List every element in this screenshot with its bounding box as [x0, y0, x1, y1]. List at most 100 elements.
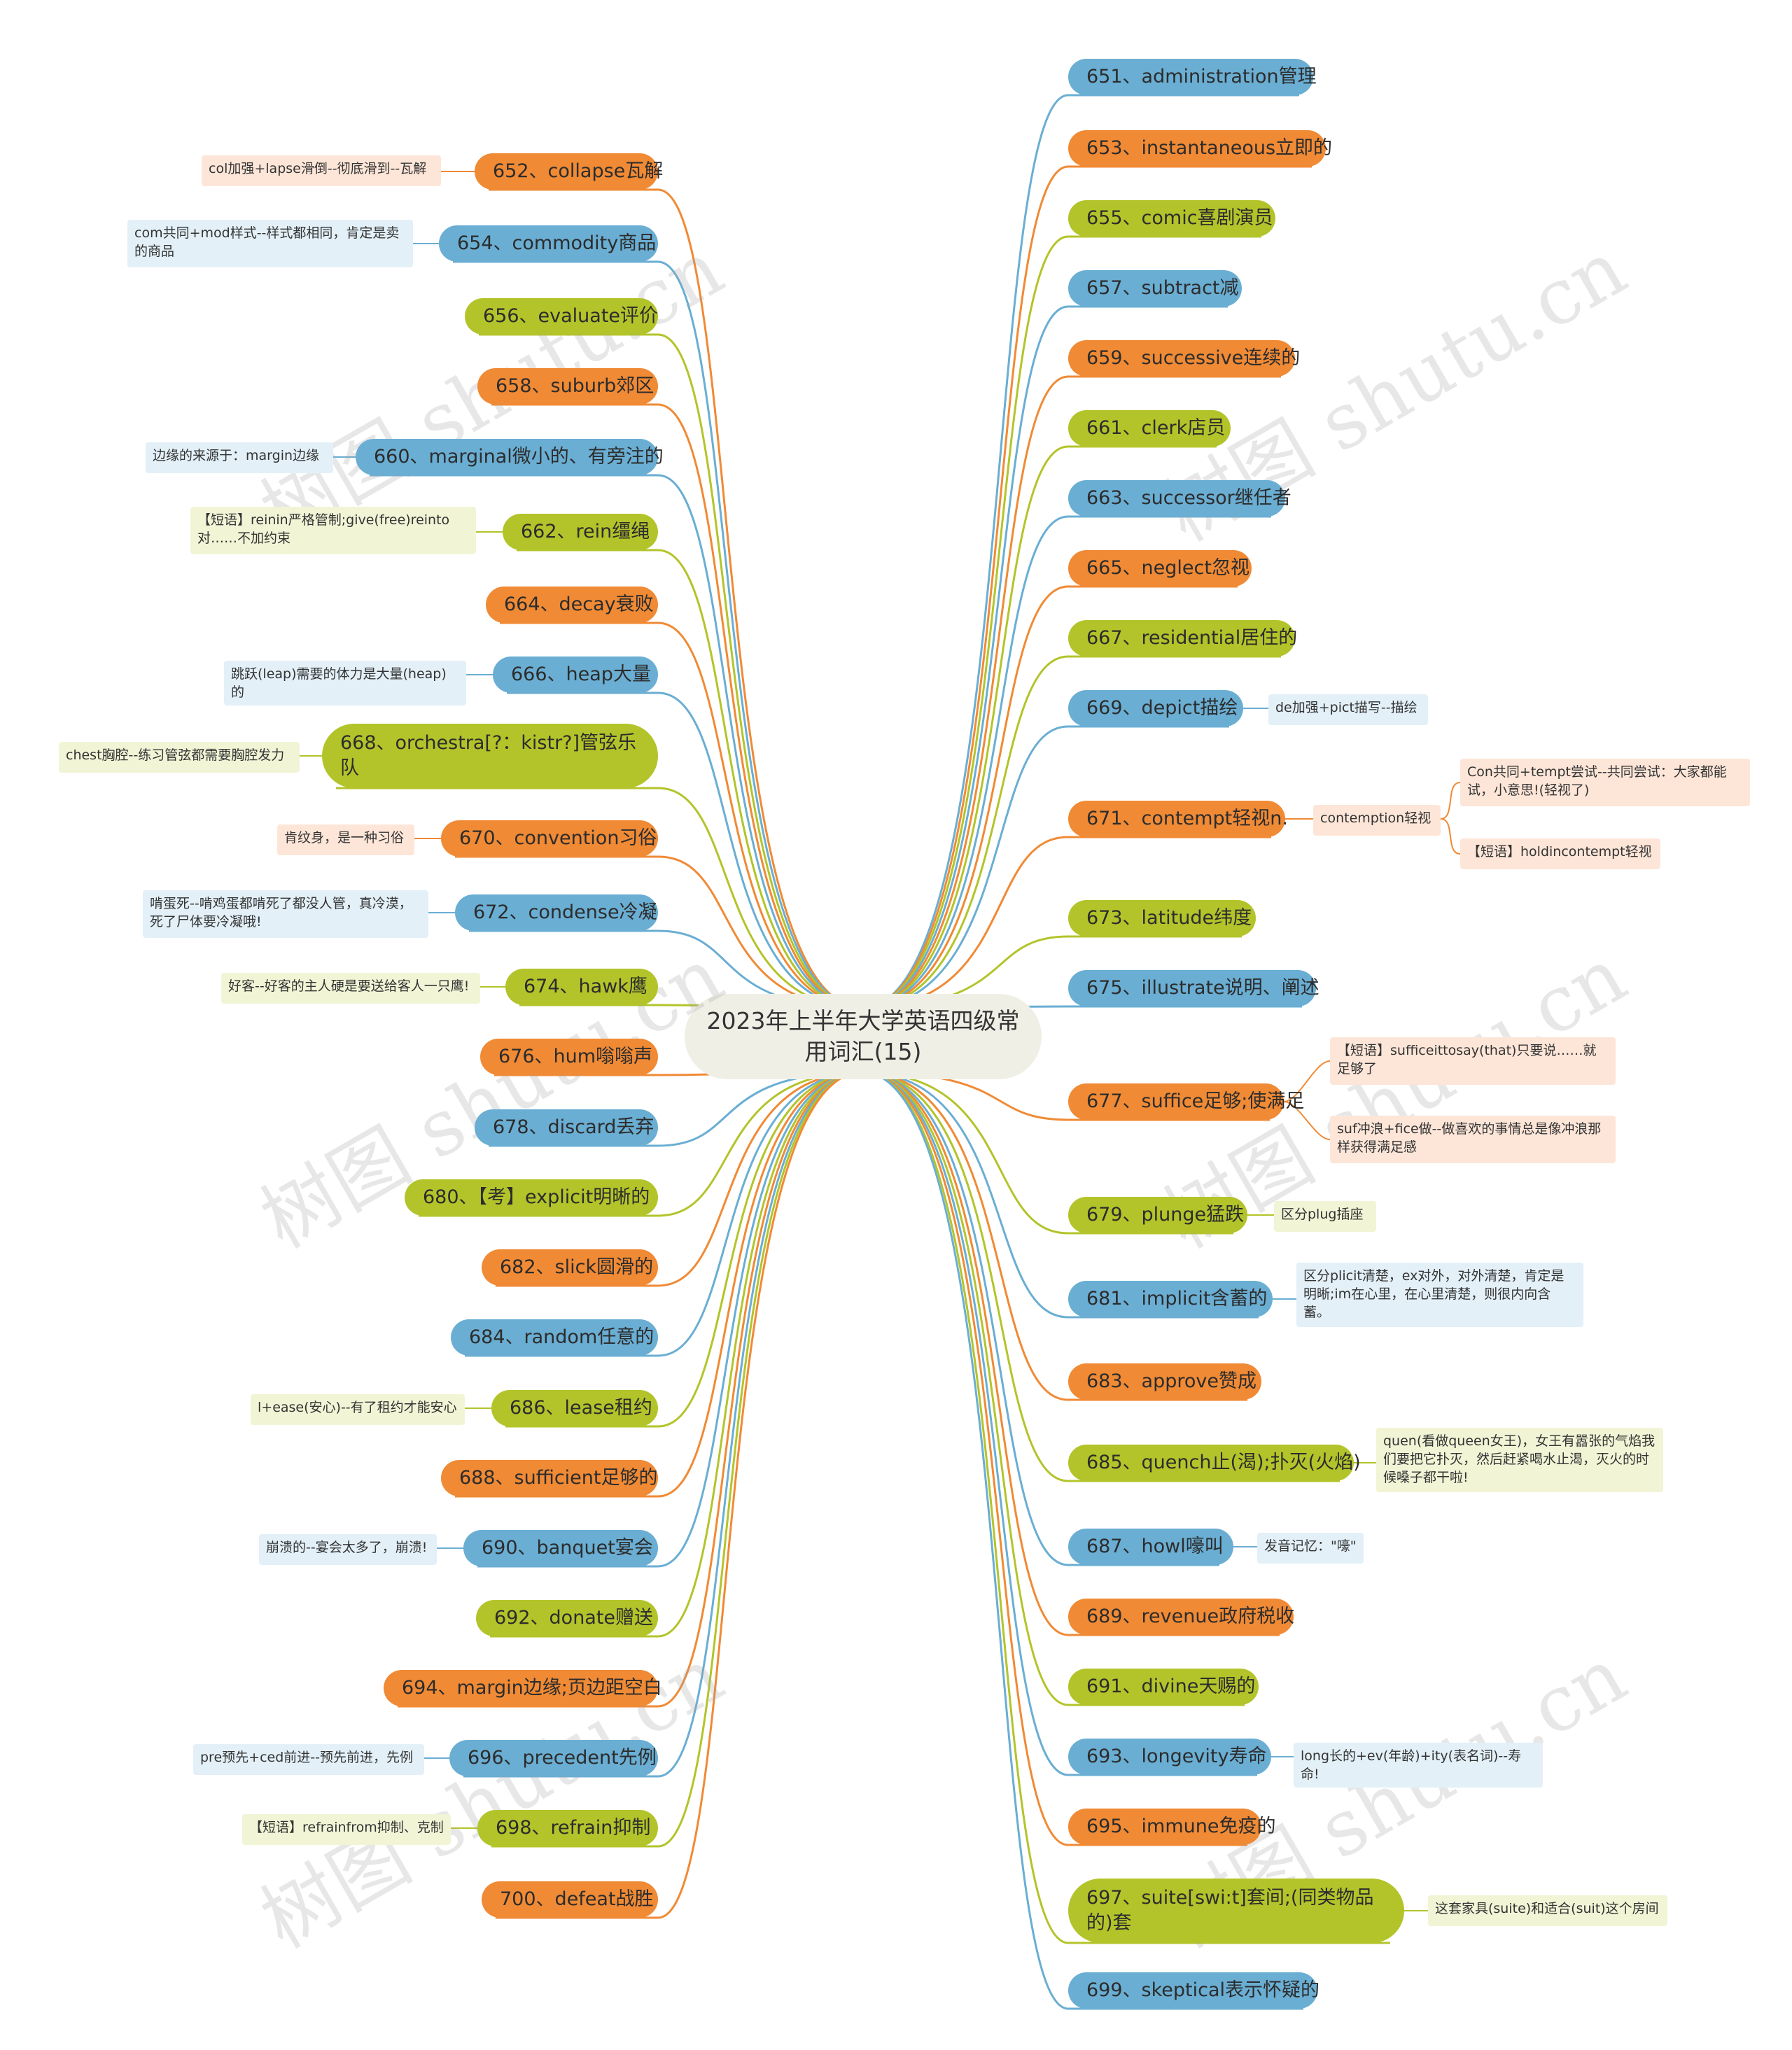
note-690[interactable]: 崩溃的--宴会太多了，崩溃!: [259, 1534, 437, 1565]
subnote-connector-671: [1440, 782, 1461, 820]
topic-665[interactable]: 665、neglect忽视: [1068, 550, 1252, 587]
subnote-connector-671: [1440, 818, 1461, 855]
note-652[interactable]: col加强+lapse滑倒--彻底滑到--瓦解: [202, 155, 441, 186]
topic-653[interactable]: 653、instantaneous立即的: [1068, 130, 1332, 167]
connector-657: [862, 305, 1228, 1009]
topic-671[interactable]: 671、contempt轻视n.: [1068, 801, 1288, 837]
topic-686[interactable]: 686、lease租约: [491, 1390, 658, 1426]
note-697[interactable]: 这套家具(suite)和适合(suit)这个房间: [1428, 1895, 1667, 1926]
connector-696: [463, 1071, 863, 1778]
subnote-671[interactable]: 【短语】holdincontempt轻视: [1460, 838, 1660, 869]
connector-692: [490, 1071, 863, 1638]
connector-664: [500, 622, 863, 1009]
connector-663: [862, 515, 1271, 1009]
connector-655: [862, 235, 1261, 1009]
topic-659[interactable]: 659、successive连续的: [1068, 340, 1300, 377]
topic-657[interactable]: 657、subtract减: [1068, 270, 1242, 307]
connector-697: [862, 1071, 1390, 1944]
topic-691[interactable]: 691、divine天赐的: [1068, 1669, 1259, 1705]
topic-656[interactable]: 656、evaluate评价: [465, 298, 658, 335]
connector-683: [862, 1071, 1247, 1401]
topic-682[interactable]: 682、slick圆滑的: [482, 1249, 658, 1286]
topic-655[interactable]: 655、comic喜剧演员: [1068, 200, 1275, 237]
note-662[interactable]: 【短语】reinin严格管制;give(free)reinto对……不加约束: [190, 507, 476, 554]
topic-694[interactable]: 694、margin边缘;页边距空白: [384, 1670, 662, 1706]
topic-685[interactable]: 685、quench止(渴);扑灭(火焰): [1068, 1445, 1361, 1481]
topic-666[interactable]: 666、heap大量: [493, 657, 658, 693]
note-660[interactable]: 边缘的来源于：margin边缘: [146, 442, 333, 473]
topic-680[interactable]: 680、【考】explicit明晰的: [405, 1179, 658, 1216]
note-666[interactable]: 跳跃(leap)需要的体力是大量(heap)的: [224, 661, 466, 705]
topic-673[interactable]: 673、latitude纬度: [1068, 900, 1256, 936]
topic-681[interactable]: 681、implicit含蓄的: [1068, 1281, 1273, 1317]
topic-663[interactable]: 663、successor继任者: [1068, 480, 1292, 517]
topic-670[interactable]: 670、convention习俗: [441, 820, 658, 857]
note-668[interactable]: chest胸腔--练习管弦都需要胸腔发力: [59, 742, 300, 773]
connector-652: [489, 188, 863, 1009]
topic-661[interactable]: 661、clerk店员: [1068, 410, 1231, 447]
note-698[interactable]: 【短语】refrainfrom抑制、克制: [242, 1814, 451, 1845]
connector-661: [862, 445, 1217, 1009]
topic-688[interactable]: 688、sufficient足够的: [441, 1460, 658, 1496]
note-693[interactable]: long长的+ev(年龄)+ity(表名词)--寿命!: [1294, 1743, 1543, 1788]
connector-679: [862, 1071, 1233, 1235]
connector-666: [507, 691, 863, 1009]
topic-658[interactable]: 658、suburb郊区: [477, 368, 658, 405]
note-669[interactable]: de加强+pict描写--描绘: [1268, 694, 1428, 725]
connector-681: [862, 1071, 1259, 1319]
topic-692[interactable]: 692、donate赠送: [476, 1600, 658, 1636]
note-671[interactable]: contemption轻视: [1313, 805, 1441, 836]
note-674[interactable]: 好客--好客的主人硬是要送给客人一只鹰!: [221, 973, 480, 1004]
topic-698[interactable]: 698、refrain抑制: [477, 1810, 658, 1846]
note-654[interactable]: com共同+mod样式--样式都相同，肯定是卖的商品: [127, 220, 413, 267]
topic-699[interactable]: 699、skeptical表示怀疑的: [1068, 1972, 1320, 2009]
subnote-671[interactable]: Con共同+tempt尝试--共同尝试：大家都能试，小意思!(轻视了): [1460, 759, 1750, 806]
topic-660[interactable]: 660、marginal微小的、有旁注的: [356, 439, 664, 475]
topic-668[interactable]: 668、orchestra[?：kistr?]管弦乐队: [322, 724, 658, 788]
topic-678[interactable]: 678、discard丢弃: [475, 1109, 658, 1146]
topic-672[interactable]: 672、condense冷凝: [455, 894, 658, 931]
topic-684[interactable]: 684、random任意的: [451, 1319, 658, 1356]
topic-662[interactable]: 662、rein缰绳: [503, 514, 658, 550]
note-696[interactable]: pre预先+ced前进--预先前进，先例: [193, 1744, 424, 1775]
connector-667: [862, 655, 1281, 1009]
topic-700[interactable]: 700、defeat战胜: [482, 1881, 658, 1918]
topic-690[interactable]: 690、banquet宴会: [463, 1530, 658, 1566]
connector-700: [496, 1071, 863, 1919]
topic-689[interactable]: 689、revenue政府税收: [1068, 1599, 1294, 1635]
topic-664[interactable]: 664、decay衰败: [486, 587, 658, 623]
topic-654[interactable]: 654、commodity商品: [439, 225, 658, 262]
topic-687[interactable]: 687、howl嚎叫: [1068, 1529, 1233, 1565]
connector-653: [862, 165, 1312, 1009]
connector-651: [862, 94, 1299, 1009]
note-672[interactable]: 啃蛋死--啃鸡蛋都啃死了都没人管，真冷漠，死了尸体要冷凝哦!: [143, 890, 428, 938]
topic-667[interactable]: 667、residential居住的: [1068, 620, 1297, 657]
topic-674[interactable]: 674、hawk鹰: [505, 969, 658, 1005]
topic-683[interactable]: 683、approve赞成: [1068, 1363, 1261, 1400]
connector-699: [862, 1071, 1303, 2010]
topic-675[interactable]: 675、illustrate说明、阐述: [1068, 970, 1320, 1006]
topic-669[interactable]: 669、depict描绘: [1068, 690, 1243, 726]
note-685[interactable]: quen(看做queen女王)，女王有嚣张的气焰我们要把它扑灭，然后赶紧喝水止渴…: [1376, 1428, 1663, 1492]
note-679[interactable]: 区分plug插座: [1274, 1201, 1376, 1232]
subnote-677[interactable]: suf冲浪+fice做--做喜欢的事情总是像冲浪那样获得满足感: [1330, 1116, 1616, 1163]
connector-685: [862, 1071, 1340, 1482]
topic-676[interactable]: 676、hum嗡嗡声: [480, 1039, 658, 1075]
topic-695[interactable]: 695、immune免疫的: [1068, 1809, 1275, 1845]
subnote-677[interactable]: 【短语】sufficeittosay(that)只要说……就足够了: [1330, 1037, 1616, 1085]
note-686[interactable]: l+ease(安心)--有了租约才能安心: [251, 1394, 465, 1425]
topic-651[interactable]: 651、administration管理: [1068, 59, 1317, 95]
topic-697[interactable]: 697、suite[swi:t]套间;(同类物品的)套: [1068, 1879, 1404, 1943]
note-681[interactable]: 区分plicit清楚，ex对外，对外清楚，肯定是明晰;im在心里，在心里清楚，则…: [1296, 1263, 1583, 1327]
central-topic[interactable]: 2023年上半年大学英语四级常用词汇(15): [685, 994, 1042, 1079]
connector-694: [398, 1071, 863, 1708]
note-670[interactable]: 肯纹身，是一种习俗: [277, 824, 414, 855]
connector-658: [491, 403, 863, 1009]
connector-654: [453, 260, 863, 1009]
topic-693[interactable]: 693、longevity寿命: [1068, 1739, 1271, 1775]
topic-696[interactable]: 696、precedent先例: [449, 1740, 658, 1776]
topic-652[interactable]: 652、collapse瓦解: [475, 153, 663, 190]
note-687[interactable]: 发音记忆："嚎": [1257, 1533, 1364, 1564]
topic-677[interactable]: 677、suffice足够;使满足: [1068, 1083, 1304, 1120]
topic-679[interactable]: 679、plunge猛跌: [1068, 1197, 1247, 1233]
